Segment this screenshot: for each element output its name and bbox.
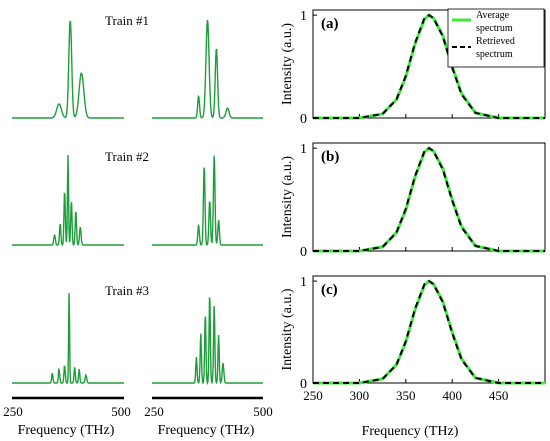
series-average-line [313,279,545,385]
y-tick-label: 0 [300,245,307,260]
train-3-label: Train #3 [105,283,149,298]
left-tick-500-col2: 500 [253,404,273,419]
right-charts: 0 1 (a) Intensity (a.u.) 0 1 (b) Intensity (a.u… [280,9,546,403]
x-tick-label: 300 [350,388,370,403]
left-xlabel-col2: Frequency (THz) [158,423,255,438]
left-xlabel-col1: Frequency (THz) [18,423,115,438]
legend-label-average: Average spectrum [476,10,513,34]
left-tick-500-col1: 500 [111,404,131,419]
x-tick-label: 400 [442,388,462,403]
series-retrieved-line [313,14,545,119]
series-average-line [313,146,545,253]
y-axis-label: Intensity (a.u.) [280,23,295,105]
train-2-label: Train #2 [105,149,149,164]
y-tick-label: 1 [300,9,307,24]
left-tick-250-col1: 250 [3,404,23,419]
y-axis-label: Intensity (a.u.) [280,156,295,238]
panel-label: (c) [321,282,338,298]
panel-label: (a) [321,16,339,32]
train-2-spectrum-left [12,154,124,247]
train-panels: Train #1 Train #2 Train #3 250 500 250 5… [3,13,273,438]
train-1-label: Train #1 [105,13,149,28]
y-tick-label: 1 [300,275,307,290]
y-tick-label: 1 [300,142,307,157]
legend-label-retrieved: Retrieved spectrum [476,36,517,60]
panel-label: (b) [321,149,339,165]
chart-panel-2: 0 1 (b) Intensity (a.u.) [280,142,546,260]
plot-frame [312,9,546,119]
x-tick-label: 450 [489,388,509,403]
chart-panel-3: 0 1 250 300 350 400 450 (c) Intensity (a.u.) [280,275,546,403]
train-curves [12,19,263,386]
series-retrieved-line [313,280,545,384]
x-tick-label: 250 [303,388,323,403]
series-retrieved-line [313,147,545,252]
train-2-spectrum-right [152,155,263,246]
y-tick-label: 0 [300,377,307,392]
y-axis-label: Intensity (a.u.) [280,288,295,370]
x-axis-title: Frequency (THz) [362,424,459,439]
train-1-spectrum-right [152,19,263,119]
legend: Average spectrum Retrieved spectrum [447,8,545,68]
plot-frame [312,142,546,252]
train-3-spectrum-left [12,293,124,384]
chart-panel-1: 0 1 (a) Intensity (a.u.) [280,9,546,127]
train-1-spectrum-left [12,20,124,119]
left-tick-250-col2: 250 [144,404,164,419]
plot-frame [312,275,546,384]
train-3-spectrum-right [152,297,263,386]
y-tick-label: 0 [300,112,307,127]
x-tick-label: 350 [396,388,416,403]
